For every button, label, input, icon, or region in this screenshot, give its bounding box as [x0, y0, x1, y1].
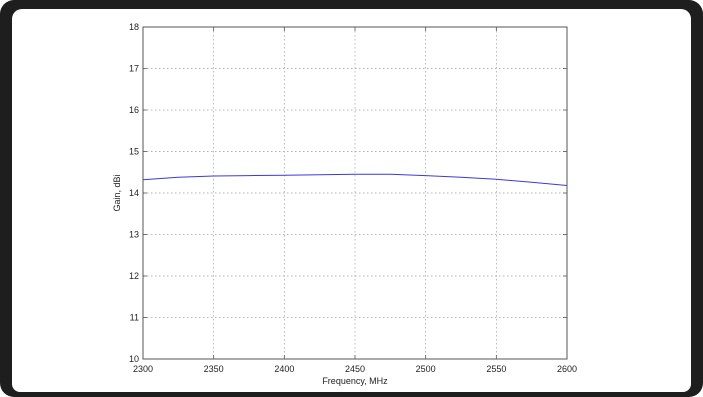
grid-lines — [143, 27, 567, 359]
y-tick-label: 17 — [129, 64, 139, 74]
x-tick-label: 2500 — [416, 364, 436, 374]
y-tick-label: 13 — [129, 230, 139, 240]
y-tick-label: 18 — [129, 22, 139, 32]
y-tick-label: 15 — [129, 147, 139, 157]
x-tick-label: 2300 — [133, 364, 153, 374]
tick-labels: 2300 2350 2400 2450 2500 2550 2600 10 11 12 13 14 15… — [129, 22, 577, 374]
x-axis-label: Frequency, MHz — [322, 376, 388, 386]
plot-border — [142, 26, 568, 360]
gain-vs-frequency-chart: 2300 2350 2400 2450 2500 2550 2600 10 11 12 13 14 15… — [112, 22, 577, 386]
y-axis-label: Gain, dBi — [112, 174, 122, 211]
x-tick-label: 2350 — [204, 364, 224, 374]
series-layer — [142, 173, 568, 186]
chart-panel: 2300 2350 2400 2450 2500 2550 2600 10 11 12 13 14 15… — [12, 9, 691, 392]
gain-series-line — [142, 173, 568, 186]
y-tick-label: 10 — [129, 354, 139, 364]
x-tick-label: 2400 — [274, 364, 294, 374]
x-tick-label: 2550 — [486, 364, 506, 374]
y-tick-label: 16 — [129, 105, 139, 115]
y-tick-label: 12 — [129, 271, 139, 281]
y-tick-label: 14 — [129, 188, 139, 198]
y-tick-label: 11 — [130, 313, 139, 323]
x-tick-label: 2450 — [345, 364, 365, 374]
x-tick-label: 2600 — [557, 364, 577, 374]
